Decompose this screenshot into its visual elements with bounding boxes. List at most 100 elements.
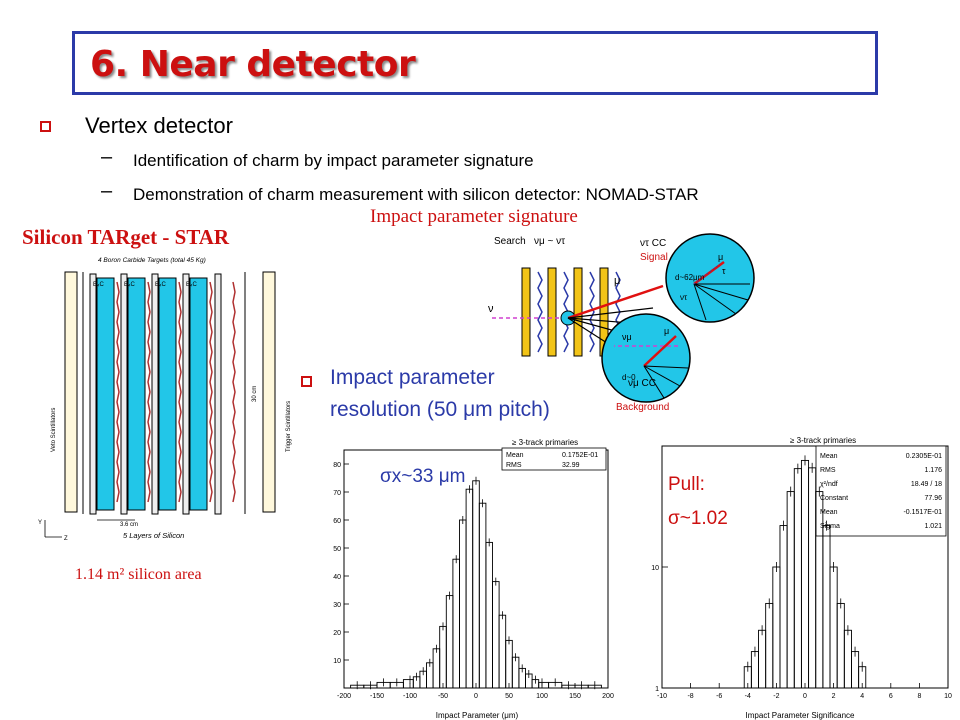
sub-bullet-2: Demonstration of charm measurement with …	[133, 185, 699, 204]
hist2-bin	[786, 491, 795, 689]
hist2-bin	[822, 525, 831, 689]
signal-mu-label: μ	[718, 252, 723, 262]
hist2-xtick-label: 4	[860, 693, 864, 700]
hist2-bin	[772, 566, 781, 689]
hist1-xtick-label: -50	[438, 693, 448, 700]
hist2-stat-value: 1.176	[924, 467, 942, 474]
hist2-ytick-label: 10	[651, 565, 659, 572]
height-label: 30 cm	[252, 386, 258, 402]
hist1-xtick-label: 50	[505, 693, 513, 700]
hist2-stats-box	[815, 445, 947, 537]
hist1-bin	[472, 480, 480, 689]
background-label-2: Background	[616, 402, 669, 413]
hist2-xtick-label: -6	[716, 693, 722, 700]
signal-label-2: Signal	[640, 252, 668, 263]
hist1-bin	[538, 681, 550, 689]
bullet-square-icon	[301, 376, 312, 387]
gap-label: 3.6 cm	[120, 522, 138, 528]
hist1-xtick-label: 150	[569, 693, 581, 700]
b4c-label: B₄C	[93, 282, 104, 288]
hist1-bin	[439, 625, 447, 689]
b4c-label: B₄C	[124, 282, 135, 288]
hist1-xtick-label: -100	[403, 693, 417, 700]
hist2-stat-label: χ²/ndf	[820, 481, 838, 488]
hist1-bin	[459, 519, 467, 689]
hist2-annotation-line2: σ~1.02	[668, 508, 728, 529]
hist2-xtick-label: -10	[657, 693, 667, 700]
hist1-ytick-label: 40	[333, 574, 341, 581]
hist1-bin	[485, 541, 493, 689]
mu-label: μ	[614, 275, 620, 287]
hist2-bin	[800, 459, 810, 689]
hist2-stat-value: -0.1517E-01	[903, 509, 942, 516]
hist2-bin	[750, 651, 759, 689]
dash-icon: –	[101, 146, 113, 168]
hist1-xtick-label: 0	[474, 693, 478, 700]
hist2-stat-label: Constant	[820, 495, 848, 502]
targets-label: 4 Boron Carbide Targets (total 45 Kg)	[98, 257, 206, 264]
axis-z-label: Z	[64, 536, 68, 542]
nutau-label: ντ	[680, 293, 688, 302]
hist2-ytick-label: 1	[655, 686, 659, 693]
hist2-bin	[836, 602, 845, 689]
impact-heading: Impact parameter signature	[370, 206, 578, 227]
hist1-ytick-label: 50	[333, 546, 341, 553]
veto-label: Veto Scintillators	[51, 408, 57, 452]
hist2-xtick-label: 10	[944, 693, 952, 700]
hist2-bin	[851, 651, 860, 689]
hist1-ytick-label: 20	[333, 630, 341, 637]
hist2-header: ≥ 3-track primaries	[790, 436, 856, 445]
hist1-ytick-label: 80	[333, 462, 341, 469]
silicon-area-label: 1.14 m² silicon area	[75, 566, 202, 583]
hist2-xtick-label: 2	[832, 693, 836, 700]
hist1-xtick-label: -200	[337, 693, 351, 700]
d62-label: d~62μm	[675, 273, 705, 282]
hist1-stat-rms: 32.99	[562, 462, 580, 469]
hist1-stat-mean: 0.1752E-01	[562, 452, 598, 459]
hist2-xtick-label: 6	[889, 693, 893, 700]
impact-bullet-line1: Impact parameter	[330, 366, 495, 389]
hist2-stat-value: 18.49 / 18	[911, 481, 942, 488]
hist2-xtick-label: 0	[803, 693, 807, 700]
hist1-annotation: σx~33 μm	[380, 466, 466, 487]
hist2-bin	[829, 566, 838, 689]
hist1-xtick-label: -150	[370, 693, 384, 700]
hist2-stat-label: Mean	[820, 509, 838, 516]
hist1-xlabel: Impact Parameter (μm)	[436, 711, 519, 720]
impact-bullet-line2: resolution (50 μm pitch)	[330, 398, 550, 421]
hist1-bin	[432, 648, 441, 689]
bullet-vertex-detector: Vertex detector	[85, 113, 233, 138]
hist1-bin	[511, 656, 520, 689]
axis-y-label: Y	[38, 520, 42, 526]
impact-parameter-histogram: ≥ 3-track primaries Mean 0.1752E-01 RMS …	[333, 438, 614, 720]
hist2-xtick-label: -4	[745, 693, 751, 700]
star-heading: Silicon TARget - STAR	[22, 225, 230, 249]
hist1-ytick-label: 70	[333, 490, 341, 497]
hist1-ytick-label: 30	[333, 602, 341, 609]
hist2-xtick-label: -2	[773, 693, 779, 700]
title-box	[72, 31, 878, 95]
hist1-stat-rms-label: RMS	[506, 462, 522, 469]
bullet-square-icon	[40, 121, 51, 132]
hist1-bin	[498, 614, 507, 689]
hist1-stats-box	[501, 447, 607, 471]
d0-label: d~0	[622, 373, 636, 382]
hist2-stat-value: 1.021	[924, 523, 942, 530]
hist2-bin	[808, 467, 817, 689]
hist2-stat-label: RMS	[820, 467, 836, 474]
hist1-ytick-label: 10	[333, 658, 341, 665]
hist2-stat-label: Mean	[820, 453, 838, 460]
hist2-xlabel: Impact Parameter Significance	[746, 711, 855, 720]
hist2-stat-value: 77.96	[924, 495, 942, 502]
hist1-bin	[492, 581, 500, 689]
hist1-bin	[452, 558, 460, 689]
nu-label: ν	[488, 303, 494, 315]
star-detector-diagram: 4 Boron Carbide Targets (total 45 Kg) B₄…	[38, 257, 292, 542]
hist2-bin	[793, 468, 802, 689]
hist1-ytick-label: 60	[333, 518, 341, 525]
signal-label-1: ντ CC	[640, 238, 666, 249]
hist2-bin	[843, 629, 852, 689]
hist2-bin	[779, 525, 788, 689]
impact-signature-diagram: Search νμ ~ ντ μ ν μ τ d~62μm ντ ντ CC S…	[488, 233, 755, 413]
hist2-bin	[765, 602, 774, 689]
